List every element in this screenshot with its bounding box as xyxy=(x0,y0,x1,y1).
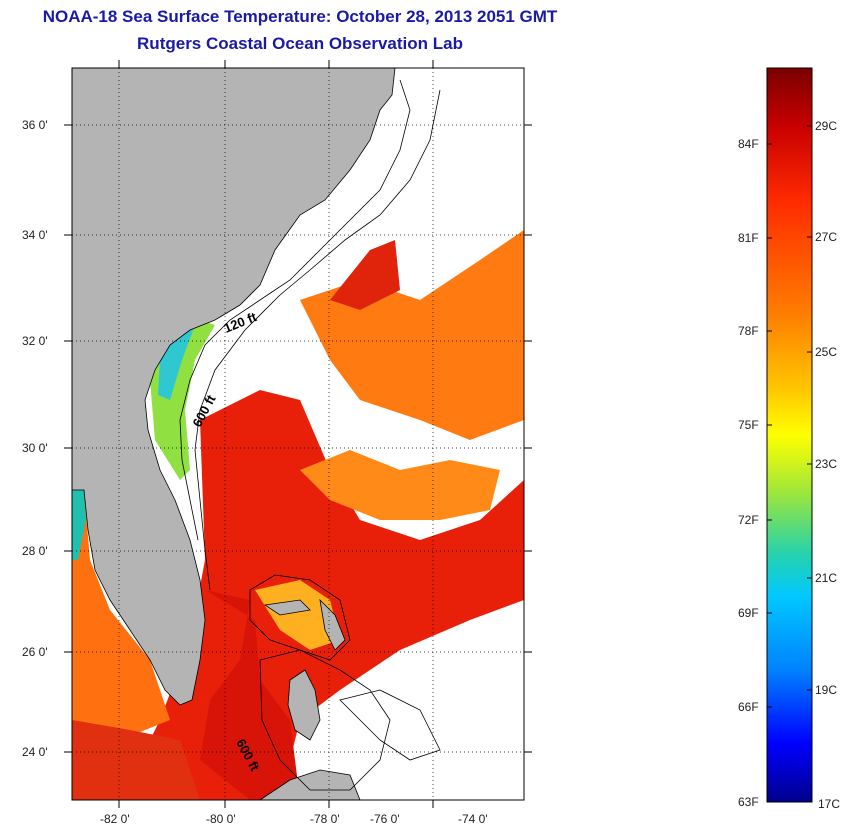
sst-red-band-north xyxy=(330,240,400,310)
map-title: NOAA-18 Sea Surface Temperature: October… xyxy=(42,7,558,26)
lon-label-82: -82 0' xyxy=(100,812,130,826)
lon-label-80: -80 0' xyxy=(206,812,236,826)
colorbar-c-25: 25C xyxy=(815,345,838,359)
contour-600ft xyxy=(194,89,441,591)
frame-ticks xyxy=(64,60,532,808)
land-cuba xyxy=(259,769,361,800)
colorbar-f-72: 72F xyxy=(738,513,759,527)
colorbar-ticks xyxy=(767,125,812,708)
lon-label-76: -76 0' xyxy=(370,812,400,826)
colorbar-c-29: 29C xyxy=(815,119,838,133)
lat-label-34: 34 0' xyxy=(22,228,48,242)
colorbar-c-23: 23C xyxy=(815,457,838,471)
sst-red-florida-straits xyxy=(200,590,300,800)
lat-label-30: 30 0' xyxy=(22,441,48,455)
colorbar-f-69: 69F xyxy=(738,606,759,620)
lat-label-36: 36 0' xyxy=(22,118,48,132)
graticule xyxy=(72,68,524,800)
map-frame xyxy=(71,67,525,801)
sst-gulf-red-region xyxy=(72,720,200,800)
colorbar-f-78: 78F xyxy=(738,324,759,338)
contour-bahamas-south xyxy=(259,649,391,791)
sst-coastal-teal-band xyxy=(158,325,195,400)
land-abaco xyxy=(319,598,346,651)
land-southeast-us xyxy=(72,68,396,706)
lat-label-28: 28 0' xyxy=(22,544,48,558)
colorbar xyxy=(766,67,813,803)
land-andros xyxy=(287,669,321,741)
contour-120ft xyxy=(179,79,411,541)
colorbar-f-75: 75F xyxy=(738,418,759,432)
colorbar-c-27: 27C xyxy=(815,230,838,244)
colorbar-f-84: 84F xyxy=(738,137,759,151)
lat-label-24: 24 0' xyxy=(22,745,48,759)
colorbar-f-81: 81F xyxy=(738,231,759,245)
colorbar-c-17: 17C xyxy=(818,797,841,811)
contour-caribbean-banks xyxy=(339,689,441,761)
colorbar-f-66: 66F xyxy=(738,700,759,714)
map-subtitle: Rutgers Coastal Ocean Observation Lab xyxy=(137,34,463,53)
sst-orange-patch-mid xyxy=(300,450,500,520)
contour-bahamas-bank xyxy=(249,574,351,661)
colorbar-c-21: 21C xyxy=(815,571,838,585)
lon-label-78: -78 0' xyxy=(310,812,340,826)
colorbar-c-19: 19C xyxy=(815,683,838,697)
land-grand-bahama xyxy=(263,599,311,616)
lon-label-74: -74 0' xyxy=(458,812,488,826)
colorbar-f-63: 63F xyxy=(738,795,759,809)
sst-gulf-teal-edge xyxy=(72,490,86,560)
map-plot-area: 120 ft 600 ft 600 ft xyxy=(72,68,524,800)
sst-yellow-bahamas xyxy=(255,580,340,650)
sst-gulf-warm-region xyxy=(72,490,170,760)
lat-label-32: 32 0' xyxy=(22,334,48,348)
lat-label-26: 26 0' xyxy=(22,645,48,659)
